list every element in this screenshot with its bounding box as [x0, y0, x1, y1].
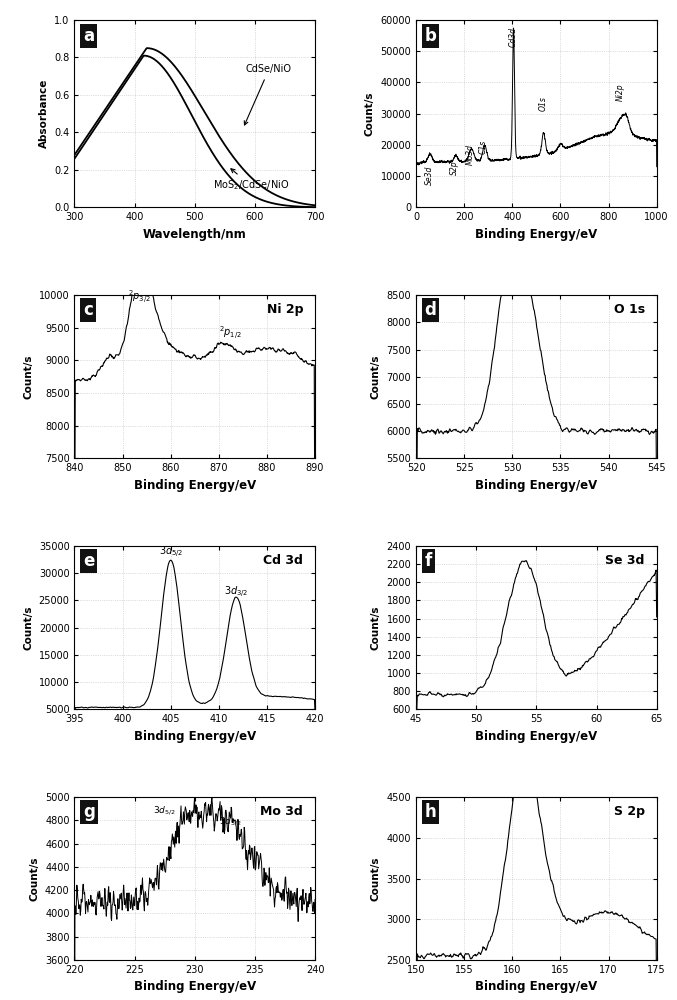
Text: Mo 3d: Mo 3d	[260, 805, 303, 818]
Text: Se3d: Se3d	[425, 166, 434, 185]
Text: $3d_{5/2}$: $3d_{5/2}$	[153, 804, 176, 817]
X-axis label: Binding Energy/eV: Binding Energy/eV	[475, 479, 598, 492]
Text: Cd 3d: Cd 3d	[263, 554, 303, 567]
X-axis label: Binding Energy/eV: Binding Energy/eV	[475, 980, 598, 993]
Y-axis label: Count/s: Count/s	[365, 91, 375, 136]
X-axis label: Binding Energy/eV: Binding Energy/eV	[133, 730, 256, 743]
X-axis label: Binding Energy/eV: Binding Energy/eV	[475, 730, 598, 743]
Y-axis label: Count/s: Count/s	[24, 355, 33, 399]
X-axis label: Binding Energy/eV: Binding Energy/eV	[475, 228, 598, 241]
Text: O1s: O1s	[538, 96, 548, 111]
Text: Ni 2p: Ni 2p	[267, 303, 303, 316]
Text: f: f	[424, 552, 432, 570]
Y-axis label: Count/s: Count/s	[371, 355, 381, 399]
Text: $^2p_{1/2}$: $^2p_{1/2}$	[219, 324, 242, 341]
Text: c: c	[83, 301, 93, 319]
Text: $3d_{5/2}$: $3d_{5/2}$	[158, 545, 183, 560]
Text: Mo3d: Mo3d	[466, 144, 475, 165]
Y-axis label: Count/s: Count/s	[371, 856, 381, 901]
Y-axis label: Count/s: Count/s	[29, 856, 39, 901]
Text: S 2p: S 2p	[613, 805, 645, 818]
Text: e: e	[83, 552, 94, 570]
X-axis label: Wavelength/nm: Wavelength/nm	[143, 228, 246, 241]
Text: S2p: S2p	[450, 160, 459, 175]
Text: h: h	[424, 803, 436, 821]
Text: CdSe/NiO: CdSe/NiO	[244, 64, 292, 125]
Text: C1s: C1s	[479, 140, 488, 154]
Text: Ni2p: Ni2p	[616, 84, 625, 101]
Text: b: b	[424, 27, 437, 45]
Text: a: a	[83, 27, 94, 45]
Text: O 1s: O 1s	[613, 303, 645, 316]
Y-axis label: Count/s: Count/s	[371, 605, 381, 650]
Y-axis label: Count/s: Count/s	[23, 605, 33, 650]
Text: $3d_{3/2}$: $3d_{3/2}$	[224, 585, 248, 600]
Text: Se 3d: Se 3d	[605, 554, 645, 567]
Text: Cd3d: Cd3d	[509, 27, 518, 47]
X-axis label: Binding Energy/eV: Binding Energy/eV	[133, 980, 256, 993]
Text: $3d_{3/2}$: $3d_{3/2}$	[219, 816, 242, 828]
Text: MoS$_2$/CdSe/NiO: MoS$_2$/CdSe/NiO	[213, 169, 289, 192]
X-axis label: Binding Energy/eV: Binding Energy/eV	[133, 479, 256, 492]
Text: g: g	[83, 803, 95, 821]
Text: d: d	[424, 301, 437, 319]
Y-axis label: Absorbance: Absorbance	[39, 79, 49, 148]
Text: $^2p_{3/2}$: $^2p_{3/2}$	[128, 288, 151, 305]
